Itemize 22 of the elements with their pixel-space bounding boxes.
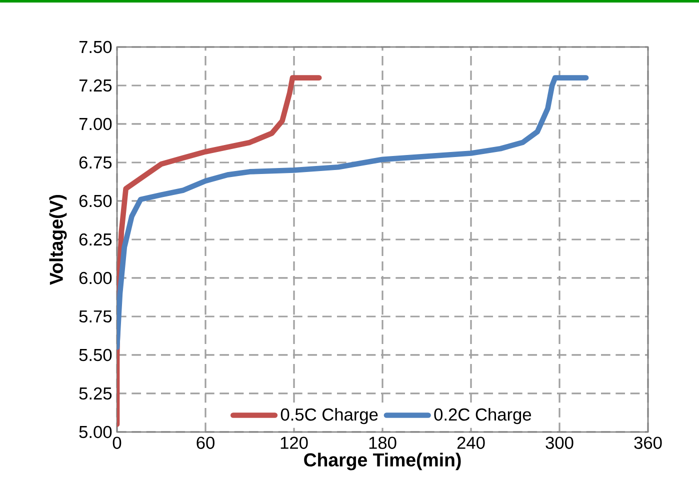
x-tick-label: 300 [546,436,574,449]
x-tick-label: 360 [634,436,662,449]
y-tick-label: 5.25 [79,387,112,400]
y-tick-label: 5.50 [79,348,112,362]
y-tick-label: 6.00 [79,272,112,284]
y-tick-label: 6.25 [79,233,112,246]
x-tick-label: 240 [457,436,485,449]
x-tick-label: 180 [369,436,396,449]
y-tick-label: 7.00 [79,118,112,130]
x-axis-title: Charge Time(min) [304,452,461,470]
y-tick-label: 6.75 [79,156,112,169]
y-tick-label: 7.25 [79,79,112,92]
legend-label: 0.2C Charge [434,408,532,424]
y-axis-title: Voltage(V) [49,194,67,285]
y-tick-label: 7.50 [79,40,112,54]
y-tick-label: 5.00 [79,426,112,438]
legend-label: 0.5C Charge [280,408,378,424]
y-tick-label: 5.75 [79,310,112,323]
x-tick-label: 0 [112,436,122,449]
y-tick-label: 6.50 [79,194,112,208]
x-tick-label: 120 [280,436,308,449]
x-tick-label: 60 [196,436,214,449]
